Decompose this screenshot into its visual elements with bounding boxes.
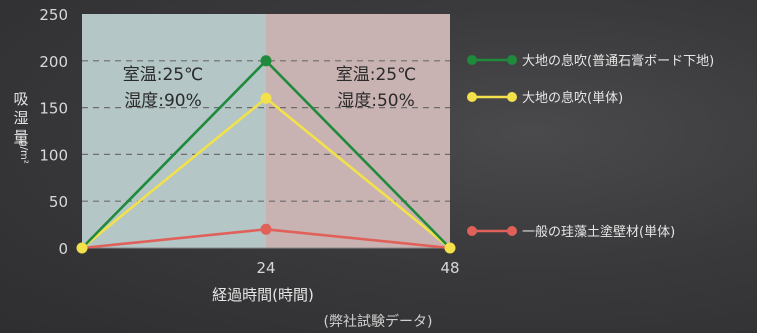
series-1-point-24 xyxy=(260,55,272,67)
y-tick-150: 150 xyxy=(39,100,68,118)
legend-item-1: 大地の息吹(普通石膏ボード下地) xyxy=(467,53,714,69)
y-tick-labels: 0 50 100 150 200 250 xyxy=(39,6,68,258)
condition-region-2 xyxy=(266,14,450,248)
y-tick-100: 100 xyxy=(39,146,68,164)
y-tick-250: 250 xyxy=(39,6,68,24)
legend-item-3: 一般の珪藻土塗壁材(単体) xyxy=(467,224,675,240)
legend-swatch-dot-left-2 xyxy=(467,92,477,102)
legend-label-2: 大地の息吹(単体) xyxy=(522,90,623,106)
y-tick-50: 50 xyxy=(49,193,68,211)
x-tick-labels: 24 48 xyxy=(256,259,459,277)
series-3-point-24 xyxy=(260,223,272,235)
source-note: (弊社試験データ) xyxy=(324,313,433,330)
y-axis-label-char-3: 量 xyxy=(13,128,28,146)
y-tick-0: 0 xyxy=(58,240,68,258)
y-axis-label: 吸 湿 量 g/m² xyxy=(13,90,29,164)
condition-labels: 室温:25℃ 湿度:90% 室温:25℃ 湿度:50% xyxy=(123,65,416,111)
legend-swatch-dot-right-1 xyxy=(507,55,517,65)
legend-swatch-dot-right-3 xyxy=(507,226,517,236)
condition-1-line-2: 湿度:90% xyxy=(124,91,202,111)
y-axis-unit: g/m² xyxy=(18,140,29,163)
condition-2-line-1: 室温:25℃ xyxy=(336,65,416,85)
endpoint-48 xyxy=(444,242,456,254)
legend-item-2: 大地の息吹(単体) xyxy=(467,90,623,106)
y-axis-label-char-2: 湿 xyxy=(13,109,28,127)
condition-1-line-1: 室温:25℃ xyxy=(123,65,203,85)
x-axis-label: 経過時間(時間) xyxy=(212,286,314,304)
legend-label-1: 大地の息吹(普通石膏ボード下地) xyxy=(522,53,714,69)
grid-lines xyxy=(82,60,450,249)
series-markers xyxy=(76,55,456,254)
y-axis-label-char-1: 吸 xyxy=(13,90,28,108)
y-tick-200: 200 xyxy=(39,53,68,71)
endpoint-0 xyxy=(76,242,88,254)
legend: 大地の息吹(普通石膏ボード下地) 大地の息吹(単体) 一般の珪藻土塗壁材(単体) xyxy=(467,53,714,240)
condition-region-1 xyxy=(82,14,266,248)
condition-regions xyxy=(82,14,450,248)
legend-label-3: 一般の珪藻土塗壁材(単体) xyxy=(522,224,675,240)
x-tick-48: 48 xyxy=(440,259,459,277)
x-tick-24: 24 xyxy=(256,259,275,277)
condition-2-line-2: 湿度:50% xyxy=(337,91,415,111)
legend-swatch-dot-left-3 xyxy=(467,226,477,236)
legend-swatch-dot-left-1 xyxy=(467,55,477,65)
legend-swatch-dot-right-2 xyxy=(507,92,517,102)
series-2-point-24 xyxy=(260,92,272,104)
